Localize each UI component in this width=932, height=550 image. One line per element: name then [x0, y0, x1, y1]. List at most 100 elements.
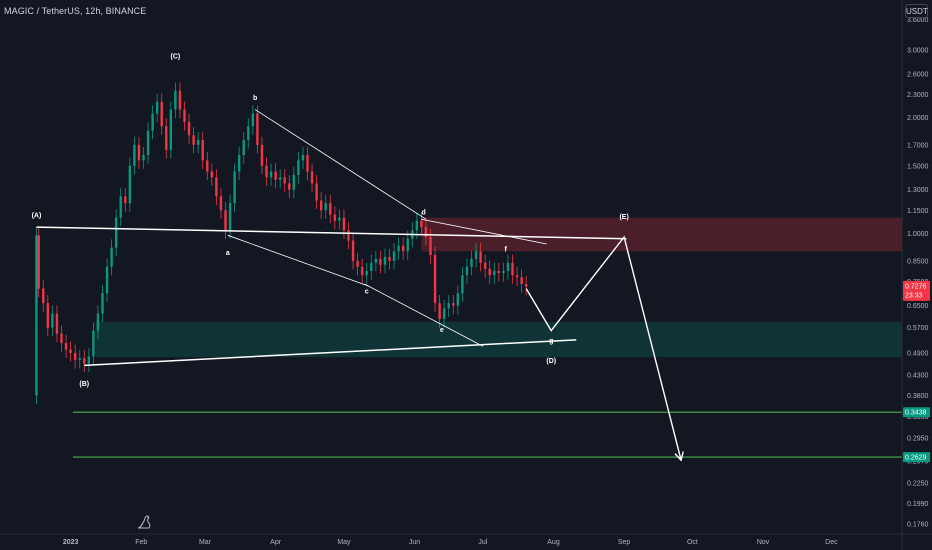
candle[interactable]	[237, 155, 241, 172]
candle[interactable]	[201, 140, 204, 161]
candle[interactable]	[174, 90, 177, 110]
candle[interactable]	[456, 293, 460, 306]
candle[interactable]	[479, 251, 482, 263]
candle[interactable]	[265, 165, 268, 178]
candle[interactable]	[256, 113, 259, 145]
candle[interactable]	[60, 333, 63, 344]
candle[interactable]	[465, 266, 469, 276]
candle[interactable]	[452, 303, 455, 306]
trendline-c-e[interactable]	[364, 283, 484, 347]
price-badge-last[interactable]	[903, 280, 930, 301]
trendline-b-e-lower[interactable]	[84, 339, 577, 367]
candle[interactable]	[306, 155, 309, 172]
candle[interactable]	[442, 308, 446, 320]
candle[interactable]	[351, 240, 355, 261]
candle[interactable]	[73, 352, 77, 360]
candle[interactable]	[114, 217, 118, 248]
candle[interactable]	[438, 303, 441, 320]
candle[interactable]	[187, 121, 191, 136]
candle[interactable]	[447, 303, 450, 309]
candle[interactable]	[55, 313, 59, 334]
candle[interactable]	[192, 135, 195, 145]
candle[interactable]	[319, 200, 323, 211]
candle[interactable]	[324, 203, 327, 211]
candle[interactable]	[69, 349, 72, 353]
candle[interactable]	[37, 235, 40, 289]
candle[interactable]	[333, 214, 337, 221]
projection-path[interactable]	[525, 235, 682, 461]
candle[interactable]	[269, 171, 273, 178]
candle[interactable]	[78, 358, 81, 360]
candle[interactable]	[342, 217, 346, 231]
candle[interactable]	[151, 113, 154, 131]
candle[interactable]	[502, 270, 505, 274]
candle[interactable]	[515, 275, 519, 278]
candle[interactable]	[356, 260, 359, 267]
candle[interactable]	[146, 130, 150, 156]
candle[interactable]	[274, 171, 277, 180]
candle[interactable]	[46, 303, 50, 328]
support-zone[interactable]	[95, 321, 902, 358]
candle[interactable]	[124, 196, 127, 204]
candle[interactable]	[433, 255, 437, 304]
price-badge-t1[interactable]	[903, 407, 930, 418]
candle[interactable]	[165, 126, 168, 150]
candle[interactable]	[347, 230, 350, 241]
candle[interactable]	[96, 313, 100, 331]
candle[interactable]	[374, 258, 378, 263]
candle[interactable]	[483, 262, 487, 269]
candle[interactable]	[365, 270, 368, 276]
candle[interactable]	[420, 220, 423, 228]
candle[interactable]	[133, 144, 136, 166]
candle[interactable]	[506, 262, 510, 271]
trendline-a-c[interactable]	[227, 234, 370, 287]
candle[interactable]	[461, 275, 464, 294]
candle[interactable]	[196, 140, 200, 145]
candle[interactable]	[128, 165, 132, 204]
candle[interactable]	[370, 262, 373, 271]
candle[interactable]	[383, 256, 387, 265]
candle[interactable]	[297, 160, 300, 175]
candle[interactable]	[360, 266, 364, 276]
candle[interactable]	[155, 101, 159, 114]
candle[interactable]	[169, 109, 173, 150]
candle[interactable]	[329, 203, 332, 215]
candle[interactable]	[110, 247, 113, 267]
candle[interactable]	[283, 177, 286, 184]
candle[interactable]	[511, 262, 514, 276]
candle[interactable]	[288, 183, 291, 190]
candle[interactable]	[251, 113, 255, 127]
resistance-zone[interactable]	[421, 217, 902, 252]
candle[interactable]	[83, 358, 86, 364]
candle[interactable]	[406, 238, 409, 252]
candle[interactable]	[310, 171, 314, 184]
candle[interactable]	[524, 283, 528, 287]
candle[interactable]	[315, 183, 318, 201]
candle[interactable]	[292, 174, 296, 190]
candle[interactable]	[87, 356, 91, 364]
trendline-a-e-upper[interactable]	[36, 226, 627, 240]
trendline-b-d[interactable]	[254, 109, 427, 220]
candle[interactable]	[160, 101, 163, 127]
candle[interactable]	[35, 235, 38, 396]
candle[interactable]	[497, 270, 501, 274]
symbol-title[interactable]: MAGIC / TetherUS, 12h, BINANCE	[4, 6, 147, 16]
candle[interactable]	[233, 171, 236, 204]
candle[interactable]	[470, 258, 473, 267]
candle[interactable]	[137, 144, 141, 161]
candle[interactable]	[424, 227, 428, 238]
price-badge-t2[interactable]	[903, 452, 930, 463]
candle[interactable]	[119, 196, 122, 218]
candle[interactable]	[278, 177, 282, 180]
candle[interactable]	[429, 237, 432, 256]
candle[interactable]	[215, 177, 218, 197]
candle[interactable]	[219, 196, 223, 211]
candle[interactable]	[42, 288, 45, 304]
candle[interactable]	[51, 313, 54, 328]
candle[interactable]	[379, 258, 382, 265]
candle[interactable]	[520, 277, 523, 284]
trendline-d-proj[interactable]	[421, 218, 547, 245]
candle[interactable]	[206, 160, 209, 172]
candle[interactable]	[92, 330, 95, 357]
